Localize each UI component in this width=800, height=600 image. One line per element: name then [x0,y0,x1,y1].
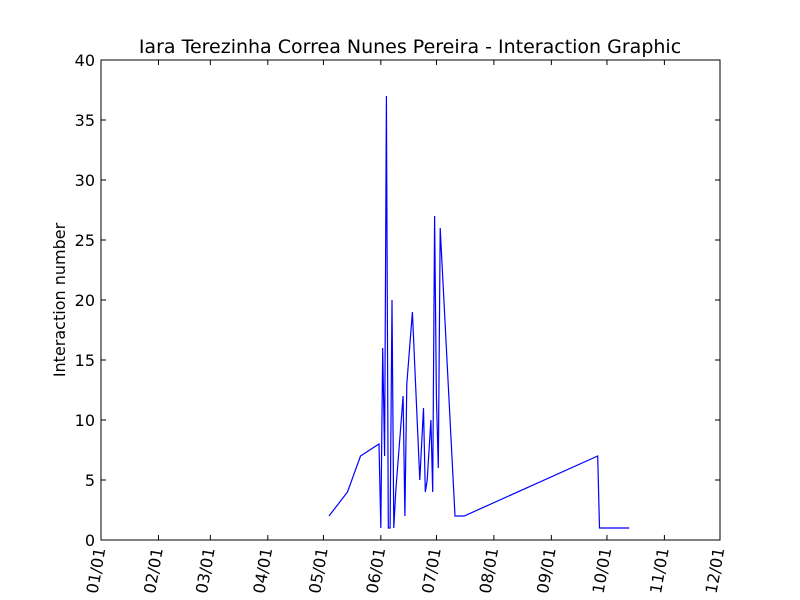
y-axis-label: Interaction number [50,222,69,377]
x-tick-label: 12/01 [702,546,729,595]
y-tick-label: 0 [85,531,95,550]
y-tick-label: 10 [75,411,95,430]
x-tick-label: 08/01 [476,546,503,595]
x-tick-label: 07/01 [418,546,445,595]
plot-area [328,95,630,529]
plot-frame [100,59,721,541]
x-tick-label: 11/01 [646,546,673,595]
y-tick-label: 20 [75,291,95,310]
x-tick-label: 04/01 [249,546,276,595]
x-tick-label: 10/01 [589,546,616,595]
x-tick-label: 01/01 [83,546,110,595]
y-tick-label: 40 [75,51,95,70]
x-tick-label: 03/01 [192,546,219,595]
y-tick-label: 35 [75,111,95,130]
x-tick-label: 02/01 [140,546,167,595]
x-tick-label: 05/01 [305,546,332,595]
x-tick-label: 09/01 [533,546,560,595]
x-tick-label: 06/01 [363,546,390,595]
axis-ticks: 0 5 10 15 20 25 30 35 40 01/01 02/01 03/01 04/01 05/0… [75,51,729,595]
y-tick-label: 30 [75,171,95,190]
y-tick-label: 5 [85,471,95,490]
y-tick-label: 15 [75,351,95,370]
chart-title: Iara Terezinha Correa Nunes Pereira - In… [139,36,681,58]
y-tick-label: 25 [75,231,95,250]
series-line-0 [328,95,630,529]
